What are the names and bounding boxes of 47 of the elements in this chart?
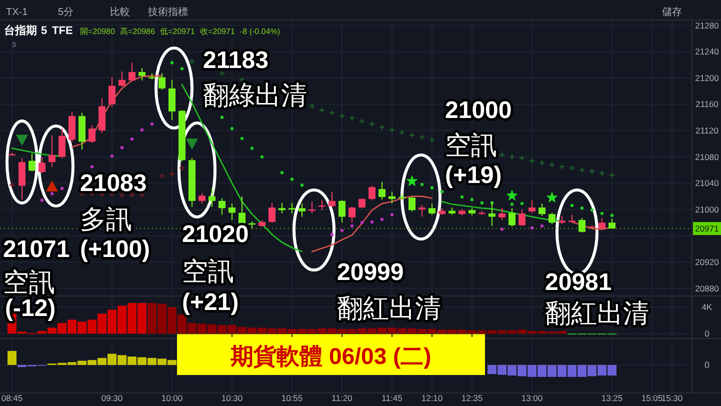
annotation: 高=20986 xyxy=(120,27,156,36)
chart-title: 期貨軟體 06/03 (二) xyxy=(230,343,432,369)
annotation: 21000 空訊 (+19) xyxy=(445,97,512,189)
x-tick-label: 11:45 xyxy=(382,393,403,403)
text: 儲存 xyxy=(662,6,682,18)
x-tick-label: 11:20 xyxy=(332,393,353,403)
y-tick-label: 4K xyxy=(702,302,713,312)
annotation: 收=20971 xyxy=(200,27,236,36)
text: 技術指標 xyxy=(147,6,188,18)
x-tick-label: 10:55 xyxy=(281,393,303,403)
annotation: 5 xyxy=(41,25,48,37)
annotation: 21071 空訊 (-12) xyxy=(3,236,70,322)
y-tick-label: 21000 xyxy=(695,204,720,214)
y-tick-label: 21120 xyxy=(695,126,719,136)
x-tick-label: 10:30 xyxy=(221,393,243,403)
annotation: 20999 翻紅出清 xyxy=(337,259,441,323)
annotation: 台指期 xyxy=(4,24,37,37)
x-tick-label: 13:25 xyxy=(601,393,623,403)
annotation: 21083 多訊 (+100) xyxy=(80,170,150,263)
x-tick-label: 12:10 xyxy=(421,393,443,403)
annotation: -8 (-0.04%) xyxy=(240,27,280,36)
y-tick-label: 0 xyxy=(704,328,710,339)
x-tick-label: 10:00 xyxy=(161,393,183,403)
annotation: 20981 翻紅出清 xyxy=(545,269,649,328)
x-tick-label: 15:30 xyxy=(661,393,683,403)
text: 比較 xyxy=(110,6,130,18)
ref-line-label: 20971 xyxy=(695,224,720,234)
y-tick-label: 20920 xyxy=(695,257,720,268)
annotation: 開=20980 xyxy=(80,27,116,36)
y-tick-label: 20880 xyxy=(695,283,720,294)
text: 5分 xyxy=(58,6,74,18)
x-tick-label: 15:05 xyxy=(641,393,663,403)
annotation: 21183 翻綠出清 xyxy=(203,47,307,110)
x-tick-label: 08:45 xyxy=(1,393,23,403)
y-tick-label: 21240 xyxy=(695,46,720,57)
annotation: TFE xyxy=(52,25,73,37)
annotation: 低=20971 xyxy=(160,27,196,36)
y-tick-label: 21080 xyxy=(695,152,720,162)
x-tick-label: 09:30 xyxy=(101,393,123,403)
y-tick-label: 21160 xyxy=(695,99,719,110)
y-tick-label: 21280 xyxy=(695,20,720,30)
annotation: 21020 空訊 (+21) xyxy=(182,221,249,316)
y-tick-label: 21040 xyxy=(695,178,720,188)
x-tick-label: 12:35 xyxy=(461,393,483,403)
x-tick-label: 13:00 xyxy=(521,393,543,403)
y-tick-label: 21200 xyxy=(695,72,720,83)
text: TX-1 xyxy=(6,7,28,18)
